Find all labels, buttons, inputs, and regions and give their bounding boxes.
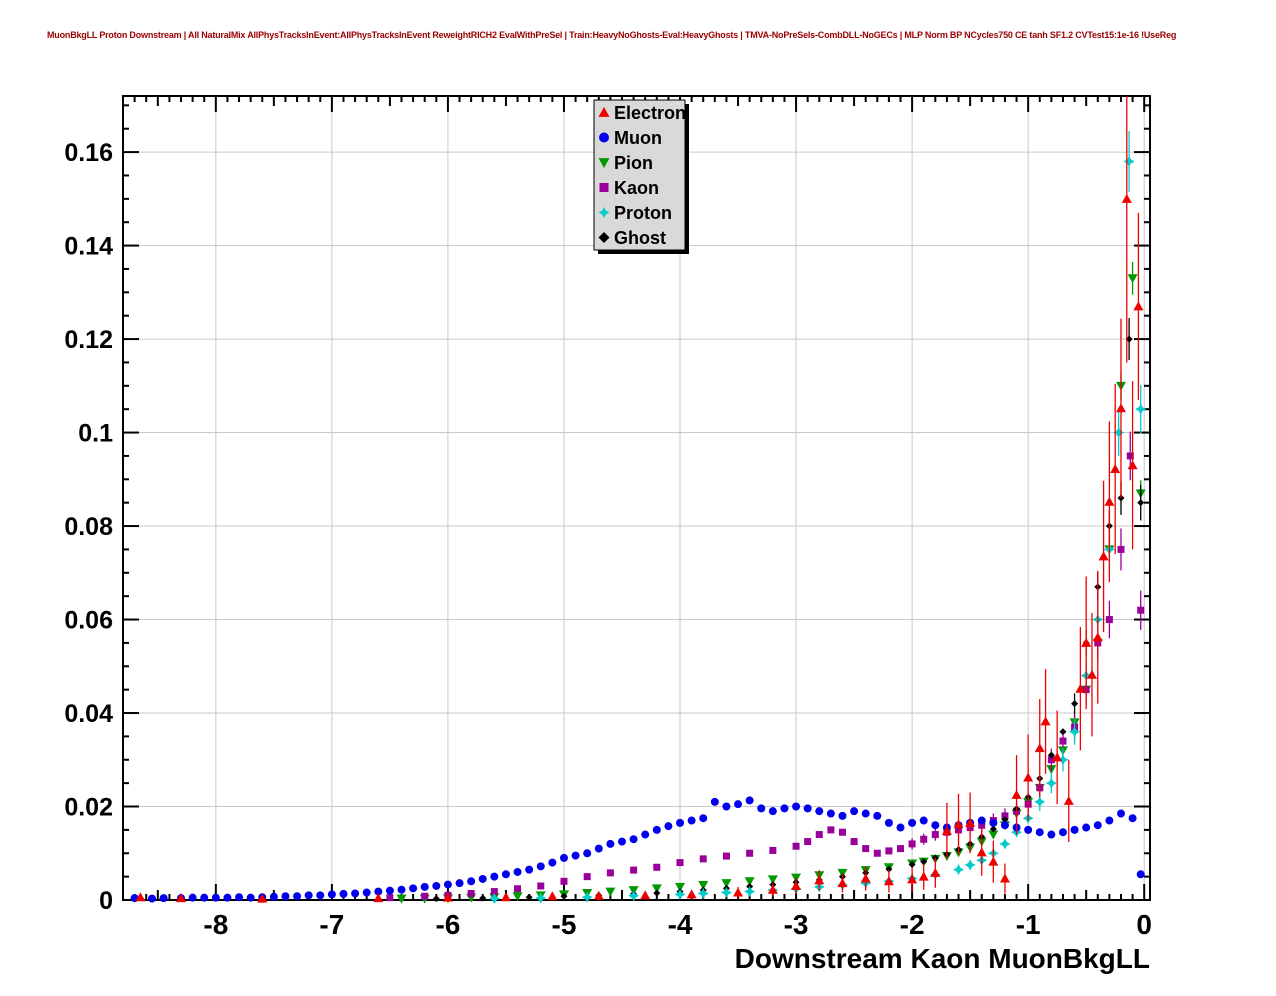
series-electron [135, 96, 1144, 903]
x-tick-label: -3 [784, 909, 809, 940]
plot-frame [122, 95, 1151, 901]
x-tick-label: -8 [203, 909, 228, 940]
x-axis-title: Downstream Kaon MuonBkgLL [735, 943, 1150, 974]
legend-label-pion: Pion [614, 153, 653, 173]
x-tick-label: -7 [319, 909, 344, 940]
y-tick-label: 0.1 [78, 420, 113, 448]
y-tick-label: 0.12 [64, 326, 113, 354]
legend-label-muon: Muon [614, 128, 662, 148]
y-tick-label: 0.06 [64, 607, 113, 635]
legend-label-ghost: Ghost [614, 228, 666, 248]
x-tick-label: -1 [1016, 909, 1041, 940]
plot-title: MuonBkgLL Proton Downstream | All Natura… [47, 30, 1177, 40]
y-tick-label: 0.08 [64, 513, 113, 541]
y-tick-label: 0.04 [64, 700, 113, 728]
legend-label-proton: Proton [614, 203, 672, 223]
y-tick-label: 0.02 [64, 794, 113, 822]
legend: Electron Muon Pion Kaon Proton Ghost [593, 99, 689, 254]
x-tick-label: -2 [900, 909, 925, 940]
legend-box [593, 99, 686, 251]
x-tick-label: -4 [668, 909, 693, 940]
y-tick-label: 0.16 [64, 139, 113, 167]
y-tick-label: 0 [99, 887, 113, 915]
x-tick-label: -6 [435, 909, 460, 940]
legend-label-electron: Electron [614, 103, 686, 123]
y-tick-label: 0.14 [64, 233, 113, 261]
x-tick-label: 0 [1136, 909, 1152, 940]
legend-label-kaon: Kaon [614, 178, 659, 198]
x-tick-label: -5 [552, 909, 577, 940]
